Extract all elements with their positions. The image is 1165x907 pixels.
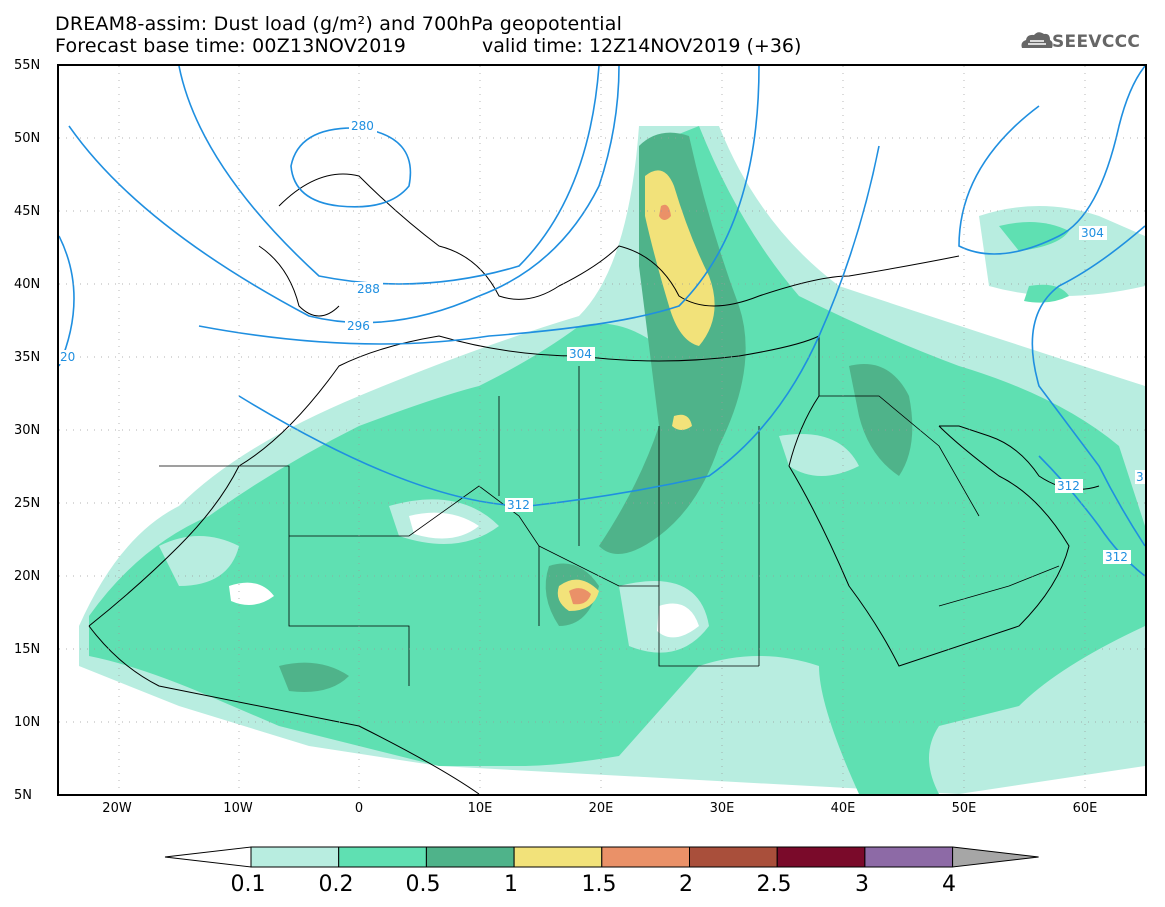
latitude-label: 25N xyxy=(14,496,41,511)
longitude-label: 10W xyxy=(223,801,253,816)
latitude-label: 20N xyxy=(14,569,41,584)
latitude-label: 35N xyxy=(14,350,41,365)
colorbar-segment xyxy=(425,846,515,868)
country-borders xyxy=(159,366,1060,686)
colorbar-tick: 0.1 xyxy=(230,872,266,897)
colorbar-segment xyxy=(689,846,778,868)
map-canvas: 280 288 296 304 312 20 304 312 312 3 xyxy=(59,66,1145,794)
grid-lines xyxy=(59,66,1145,794)
longitude-label: 50E xyxy=(951,801,977,816)
latitude-label: 10N xyxy=(14,715,41,730)
colorbar xyxy=(164,846,1039,868)
longitude-label: 20E xyxy=(588,801,614,816)
latitude-label: 45N xyxy=(14,204,41,219)
colorbar-segment xyxy=(601,846,690,868)
dust-layer-medium xyxy=(89,126,1145,794)
contour-label: 280 xyxy=(351,119,374,133)
colorbar-tick: 0.5 xyxy=(405,872,441,897)
logo-text: SEEVCCC xyxy=(1052,32,1141,52)
geopotential-contours xyxy=(59,66,1145,577)
latitude-label: 50N xyxy=(14,131,41,146)
longitude-label: 40E xyxy=(830,801,856,816)
contour-label: 304 xyxy=(569,347,592,361)
latitude-label: 5N xyxy=(14,788,32,803)
longitude-label: 60E xyxy=(1072,801,1098,816)
contour-label: 304 xyxy=(1081,226,1104,240)
contour-label: 20 xyxy=(60,350,75,364)
contour-label: 312 xyxy=(1105,550,1128,564)
latitude-label: 40N xyxy=(14,277,41,292)
colorbar-segment xyxy=(250,846,340,868)
colorbar-segment xyxy=(513,846,603,868)
map-title: DREAM8-assim: Dust load (g/m²) and 700hP… xyxy=(55,13,623,35)
dust-gap-white xyxy=(229,512,699,638)
colorbar-tick: 2.5 xyxy=(756,872,792,897)
colorbar-tick: 3 xyxy=(855,872,869,897)
colorbar-segment xyxy=(776,846,866,868)
colorbar-segment xyxy=(338,846,427,868)
colorbar-tick: 1 xyxy=(504,872,518,897)
contour-label: 3 xyxy=(1136,470,1144,484)
longitude-label: 0 xyxy=(354,801,364,816)
cloud-logo-icon xyxy=(1021,32,1053,48)
longitude-label: 30E xyxy=(709,801,735,816)
colorbar-tick: 1.5 xyxy=(581,872,617,897)
longitude-label: 20W xyxy=(102,801,132,816)
colorbar-segment xyxy=(952,846,1039,868)
colorbar-tick: 0.2 xyxy=(318,872,354,897)
longitude-label: 10E xyxy=(467,801,493,816)
contour-label: 288 xyxy=(357,282,380,296)
latitude-label: 15N xyxy=(14,642,41,657)
colorbar-segment xyxy=(864,846,954,868)
latitude-label: 55N xyxy=(14,58,41,73)
forecast-base-time: Forecast base time: 00Z13NOV2019 xyxy=(55,35,407,57)
colorbar-segment xyxy=(164,846,252,868)
colorbar-tick: 4 xyxy=(942,872,956,897)
valid-time: valid time: 12Z14NOV2019 (+36) xyxy=(482,35,802,57)
contour-labels: 280 288 296 304 312 20 304 312 312 3 xyxy=(59,119,1145,564)
map-panel: 280 288 296 304 312 20 304 312 312 3 xyxy=(57,64,1147,796)
latitude-label: 30N xyxy=(14,423,41,438)
dust-layer-very-high xyxy=(569,204,671,605)
colorbar-tick: 2 xyxy=(679,872,693,897)
contour-label: 296 xyxy=(347,319,370,333)
contour-label: 312 xyxy=(1057,479,1080,493)
contour-label: 312 xyxy=(507,498,530,512)
